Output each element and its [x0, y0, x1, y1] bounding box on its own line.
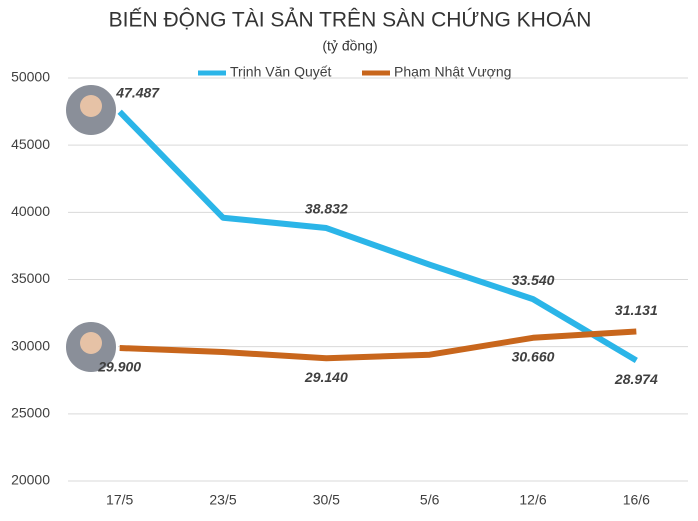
value-label: 29.900: [97, 359, 141, 375]
chart-subtitle: (tỷ đồng): [322, 38, 377, 54]
x-tick-label: 23/5: [209, 492, 236, 508]
y-tick-label: 30000: [11, 337, 50, 353]
value-label: 28.974: [614, 371, 658, 387]
value-label: 31.131: [615, 302, 658, 318]
x-tick-label: 16/6: [623, 492, 650, 508]
value-label: 33.540: [512, 272, 555, 288]
series-line: [119, 328, 637, 362]
y-tick-label: 45000: [11, 136, 50, 152]
value-label: 38.832: [305, 201, 348, 217]
y-tick-label: 35000: [11, 270, 50, 286]
y-tick-label: 50000: [11, 69, 50, 85]
avatar-face: [80, 95, 102, 117]
avatar-face: [80, 332, 102, 354]
x-tick-label: 12/6: [519, 492, 546, 508]
value-label: 30.660: [512, 349, 555, 365]
legend-label: Trịnh Văn Quyết: [230, 64, 332, 80]
y-tick-label: 40000: [11, 203, 50, 219]
chart-title: BIẾN ĐỘNG TÀI SẢN TRÊN SÀN CHỨNG KHOÁN: [109, 9, 592, 32]
legend-label: Phạm Nhật Vượng: [394, 64, 511, 80]
y-tick-label: 25000: [11, 405, 50, 421]
y-tick-label: 20000: [11, 472, 50, 488]
x-tick-label: 17/5: [106, 492, 133, 508]
x-tick-label: 5/6: [420, 492, 440, 508]
x-tick-label: 30/5: [313, 492, 340, 508]
value-label: 47.487: [115, 84, 160, 100]
value-label: 29.140: [304, 369, 348, 385]
series-line: [117, 109, 638, 364]
